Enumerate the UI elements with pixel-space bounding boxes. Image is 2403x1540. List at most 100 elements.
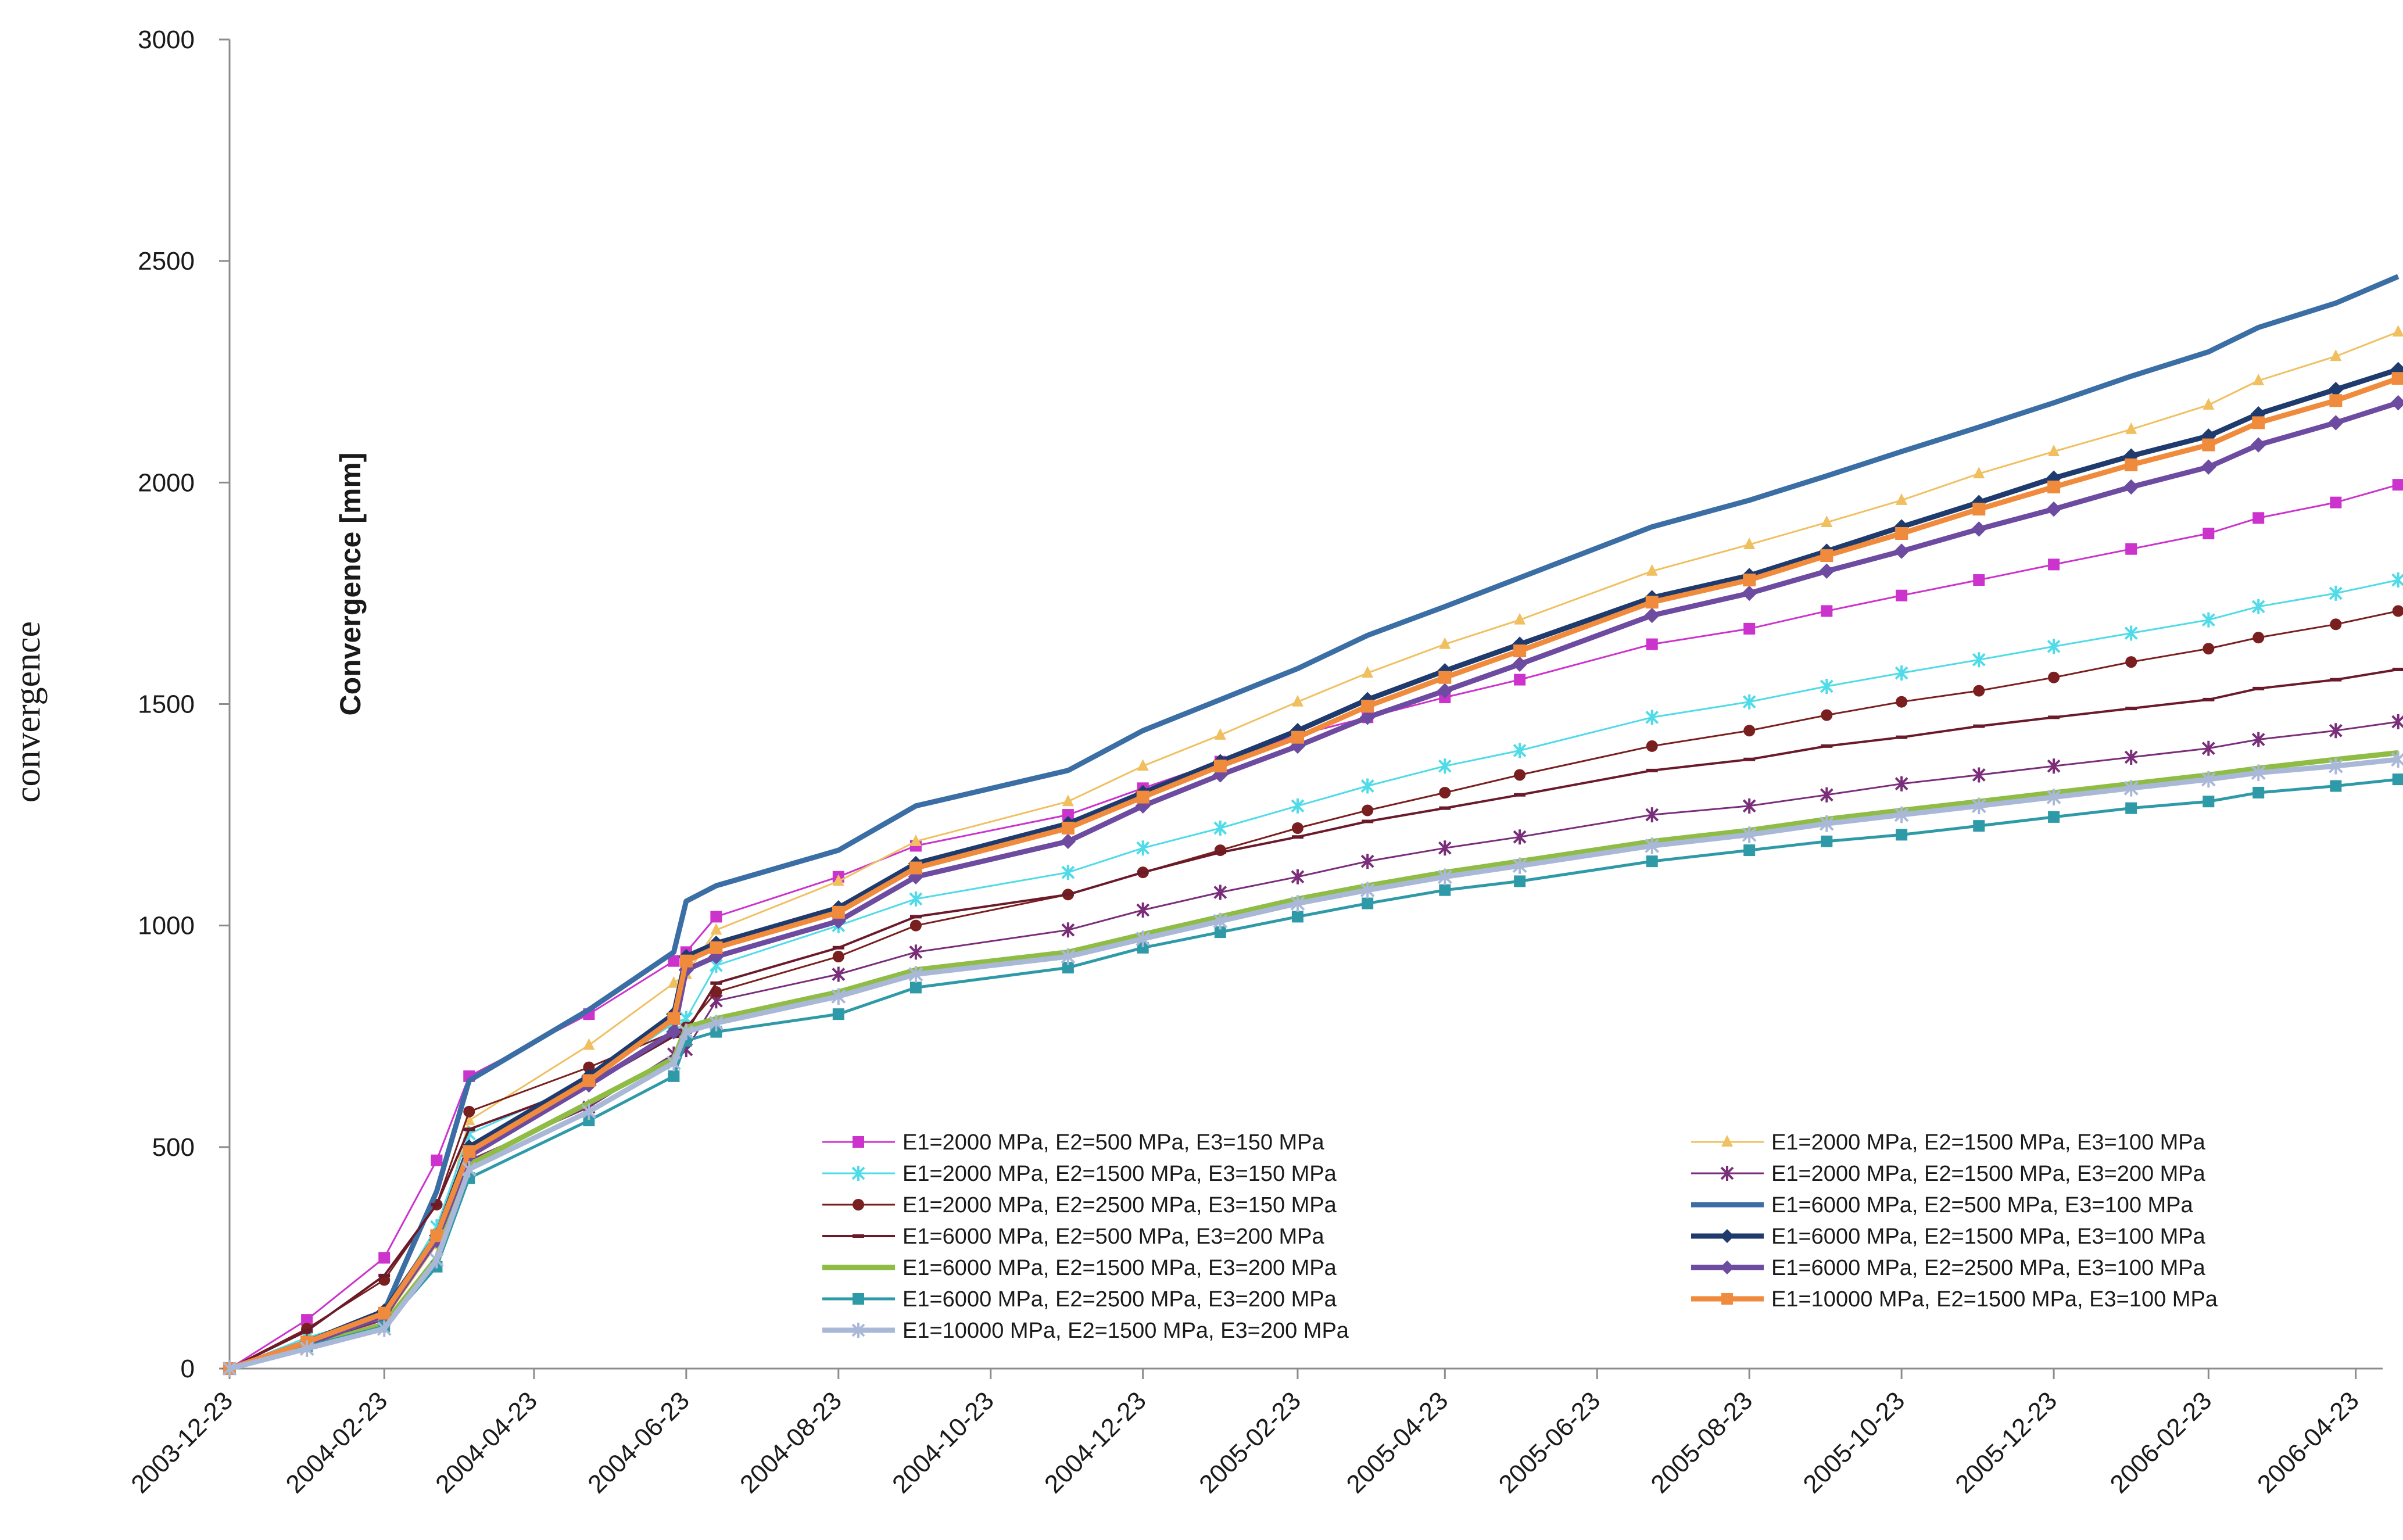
- data-point: [1741, 585, 1757, 601]
- data-point: [832, 905, 845, 919]
- data-point: [2046, 501, 2062, 517]
- data-point: [1821, 709, 1833, 721]
- data-point: [1514, 613, 1526, 625]
- data-point: [1973, 467, 1985, 479]
- data-point: [2048, 671, 2060, 683]
- data-point: [1512, 857, 1527, 875]
- data-point: [461, 1161, 477, 1178]
- data-point: [1291, 798, 1305, 814]
- data-point: [582, 1074, 596, 1087]
- data-point: [1359, 710, 1376, 725]
- data-point: [222, 1360, 237, 1377]
- legend-label: E1=2000 MPa, E2=2500 MPa, E3=150 MPa: [903, 1193, 1337, 1217]
- data-point: [1896, 696, 1908, 708]
- legend-entry: E1=10000 MPa, E2=1500 MPa, E3=100 MPa: [1691, 1287, 2218, 1312]
- data-point: [1361, 700, 1374, 713]
- series-13: [222, 751, 2403, 1377]
- data-point: [1291, 730, 1304, 744]
- data-point: [853, 1293, 864, 1305]
- data-point: [463, 1145, 476, 1158]
- data-point: [2123, 780, 2139, 797]
- data-point: [1896, 493, 1908, 505]
- data-point: [2125, 656, 2137, 668]
- data-point: [2252, 373, 2265, 385]
- data-point: [710, 941, 723, 954]
- data-point: [2203, 528, 2215, 540]
- data-point: [429, 1251, 444, 1269]
- data-point: [2329, 394, 2343, 407]
- data-point: [708, 1015, 724, 1032]
- data-point: [2125, 422, 2137, 434]
- data-point: [1360, 778, 1374, 794]
- data-point: [710, 911, 722, 923]
- data-point: [2391, 751, 2403, 768]
- data-point: [1972, 503, 1986, 516]
- data-point: [2252, 512, 2265, 524]
- data-point: [1213, 820, 1227, 836]
- data-point: [2203, 397, 2215, 410]
- data-point: [1437, 663, 1453, 679]
- data-point: [909, 982, 922, 994]
- data-point: [1646, 564, 1658, 576]
- data-point: [2125, 543, 2137, 555]
- data-point: [2251, 764, 2266, 781]
- data-point: [1820, 787, 1833, 803]
- y-tick-label: 0: [181, 1355, 195, 1383]
- data-point: [1291, 869, 1305, 884]
- data-point: [909, 919, 922, 932]
- legend-label: E1=10000 MPa, E2=1500 MPa, E3=200 MPa: [903, 1319, 1349, 1343]
- data-point: [668, 955, 680, 967]
- data-point: [1720, 1229, 1734, 1243]
- data-point: [1742, 826, 1757, 843]
- data-point: [1513, 644, 1527, 658]
- data-point: [1743, 844, 1756, 857]
- data-point: [2202, 438, 2215, 452]
- data-point: [2201, 459, 2216, 475]
- y-tick-label: 500: [152, 1133, 195, 1162]
- data-point: [2251, 599, 2265, 614]
- legend-entry: E1=2000 MPa, E2=1500 MPa, E3=200 MPa: [1691, 1162, 2206, 1186]
- data-point: [1896, 829, 1908, 841]
- y-tick-label: 1500: [138, 690, 195, 719]
- data-point: [1439, 884, 1451, 896]
- data-point: [1819, 815, 1834, 832]
- legend-label: E1=6000 MPa, E2=2500 MPa, E3=100 MPa: [1771, 1256, 2206, 1280]
- data-point: [1821, 835, 1833, 847]
- data-point: [1742, 798, 1756, 814]
- data-point: [583, 1115, 595, 1127]
- data-point: [679, 1023, 694, 1040]
- data-point: [1291, 694, 1303, 707]
- legend-entry: E1=6000 MPa, E2=500 MPa, E3=100 MPa: [1691, 1193, 2194, 1217]
- data-point: [1438, 758, 1452, 774]
- legend-entry: E1=10000 MPa, E2=1500 MPa, E3=200 MPa: [822, 1319, 1349, 1343]
- data-point: [1438, 671, 1452, 684]
- legend-label: E1=6000 MPa, E2=1500 MPa, E3=200 MPa: [903, 1256, 1337, 1280]
- data-point: [909, 891, 923, 907]
- data-point: [2328, 757, 2343, 775]
- data-point: [2123, 479, 2139, 495]
- legend-entry: E1=2000 MPa, E2=500 MPa, E3=150 MPa: [822, 1130, 1325, 1155]
- data-point: [1291, 911, 1303, 923]
- data-point: [1360, 882, 1375, 898]
- data-point: [1820, 679, 1833, 694]
- data-point: [909, 944, 923, 960]
- data-point: [2392, 773, 2403, 786]
- data-point: [1439, 637, 1451, 649]
- data-point: [1514, 674, 1526, 686]
- legend-label: E1=6000 MPa, E2=500 MPa, E3=200 MPa: [903, 1224, 1325, 1249]
- series-6: [228, 274, 2400, 1371]
- data-point: [851, 1323, 865, 1338]
- data-point: [1743, 538, 1756, 550]
- data-point: [2391, 714, 2403, 729]
- data-point: [2328, 382, 2344, 397]
- series-10: [221, 395, 2403, 1377]
- data-point: [1895, 527, 1908, 540]
- data-point: [583, 1038, 595, 1050]
- data-point: [1437, 683, 1453, 699]
- legend-label: E1=6000 MPa, E2=500 MPa, E3=100 MPa: [1771, 1193, 2194, 1217]
- data-point: [2201, 771, 2216, 788]
- data-point: [2252, 786, 2265, 798]
- data-point: [832, 951, 844, 963]
- data-point: [853, 1136, 864, 1148]
- data-point: [1214, 728, 1226, 740]
